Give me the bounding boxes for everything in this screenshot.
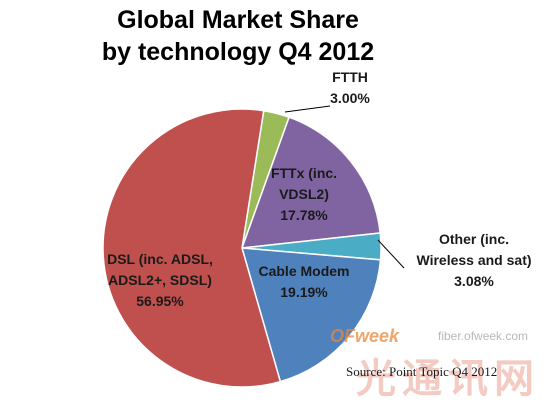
leader-lines	[284, 105, 405, 269]
pie-slices	[102, 108, 382, 388]
slice-value-4: 56.95%	[136, 293, 184, 309]
chart-title: Global Market Share by technology Q4 201…	[102, 6, 374, 66]
slice-label-1: FTTx (inc. VDSL2) 17.78%	[271, 165, 337, 223]
chart-title-line-2: by technology Q4 2012	[102, 38, 374, 66]
watermark-url: fiber.ofweek.com	[438, 329, 528, 343]
slice-labels: FTTH 3.00% FTTx (inc. VDSL2) 17.78% Other (in…	[107, 69, 531, 309]
slice-label-0: FTTH 3.00%	[330, 69, 370, 106]
slice-label-line-1-1: VDSL2)	[279, 186, 329, 202]
leader-line-2	[377, 239, 405, 269]
watermark: OFweek fiber.ofweek.com 光通讯网	[330, 326, 540, 402]
watermark-brand: OFweek	[330, 326, 400, 346]
slice-label-line-2-1: Wireless and sat)	[416, 252, 531, 268]
slice-label-line-3-0: Cable Modem	[258, 263, 349, 279]
slice-label-2: Other (inc. Wireless and sat) 3.08%	[416, 231, 531, 289]
slice-label-line-4-0: DSL (inc. ADSL,	[107, 251, 213, 267]
slice-value-2: 3.08%	[454, 273, 494, 289]
chart-source: Source: Point Topic Q4 2012	[346, 364, 497, 379]
slice-label-line-4-1: ADSL2+, SDSL)	[108, 272, 212, 288]
slice-value-0: 3.00%	[330, 90, 370, 106]
chart-title-line-1: Global Market Share	[117, 6, 359, 34]
slice-label-3: Cable Modem 19.19%	[258, 263, 349, 300]
pie-slice-1	[240, 116, 382, 249]
slice-label-line-2-0: Other (inc.	[439, 231, 509, 247]
watermark-chinese: 光通讯网	[356, 356, 540, 402]
slice-value-1: 17.78%	[280, 207, 328, 223]
slice-label-line-0-0: FTTH	[332, 69, 368, 85]
leader-line-0	[284, 105, 331, 113]
slice-value-3: 19.19%	[280, 284, 328, 300]
slice-label-4: DSL (inc. ADSL, ADSL2+, SDSL) 56.95%	[107, 251, 213, 309]
pie-slice-4	[102, 108, 282, 388]
slice-label-line-1-0: FTTx (inc.	[271, 165, 337, 181]
pie-slice-3	[240, 247, 382, 383]
